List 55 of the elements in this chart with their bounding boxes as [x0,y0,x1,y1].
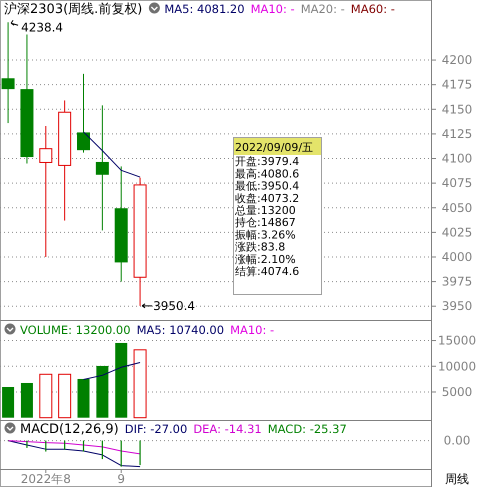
bar [20,382,33,418]
candlestick [39,126,52,258]
y-tick-label: 3950 [442,299,472,314]
bar [78,378,90,418]
annotation: 振幅:3.26% [235,228,296,242]
legend-label: MA10: - [250,2,295,16]
annotation: 开盘:3979.4 [235,155,300,168]
bar [39,374,52,418]
annotation: 收盘:4073.2 [235,192,300,205]
y-tick-label: 4075 [442,176,472,190]
bar [58,374,72,418]
y-tick-label: 3975 [442,274,472,289]
y-tick-label: 5000 [442,384,472,399]
annotation: 4238.4 [21,20,64,34]
y-tick-label: 4000 [442,250,472,264]
y-tick-label: 4125 [442,126,472,141]
annotation: 最低:3950.4 [235,180,300,193]
y-tick-label: 4050 [442,200,472,215]
ref-line-label: 0.00 [444,434,470,448]
legend-label: MA10: - [230,323,274,337]
chart-title: 沪深2303(周线.前复权) [4,1,142,17]
line-series [83,362,141,380]
x-tick-label: 9 [117,472,126,486]
annotation: 最高:4080.6 [235,167,300,180]
y-tick-label: 10000 [438,359,476,374]
annotation: 总量:13200 [234,204,296,217]
chart-title: MACD(12,26,9) [20,422,119,437]
y-tick-label: 15000 [438,334,476,348]
annotation: 2022/09/09/五 [235,141,314,154]
text: MACD: -25.37 [268,422,347,436]
y-tick-label: 4100 [442,152,472,166]
text: DIF: -27.00 [124,422,188,436]
text: MA5: 4081.20 [164,2,245,16]
text: 周线 [445,472,469,486]
y-tick-label: 4150 [442,102,472,116]
bar [115,342,128,418]
annotation: 持仓:14867 [235,216,296,230]
x-tick-label: 2022年8 [20,472,71,486]
annotation: 涨跌:83.8 [235,240,286,254]
text: DEA: -14.31 [193,422,262,436]
series-label: VOLUME: 13200.00 [20,323,131,337]
y-tick-label: 4025 [442,225,472,240]
bar [96,366,108,418]
legend-label: MA60: - [350,2,395,16]
annotation: 结算:4074.6 [235,265,300,278]
y-tick-label: 4200 [442,53,472,68]
candlestick [96,104,109,231]
text: MA5: 10740.00 [136,323,224,337]
legend-label: MA20: - [300,2,345,16]
bar [2,386,14,418]
bar [134,349,147,418]
annotation: 涨幅:2.10% [235,252,296,266]
y-tick-label: 4175 [442,78,472,92]
annotation: 3950.4 [153,298,196,313]
candlestick [77,73,90,154]
